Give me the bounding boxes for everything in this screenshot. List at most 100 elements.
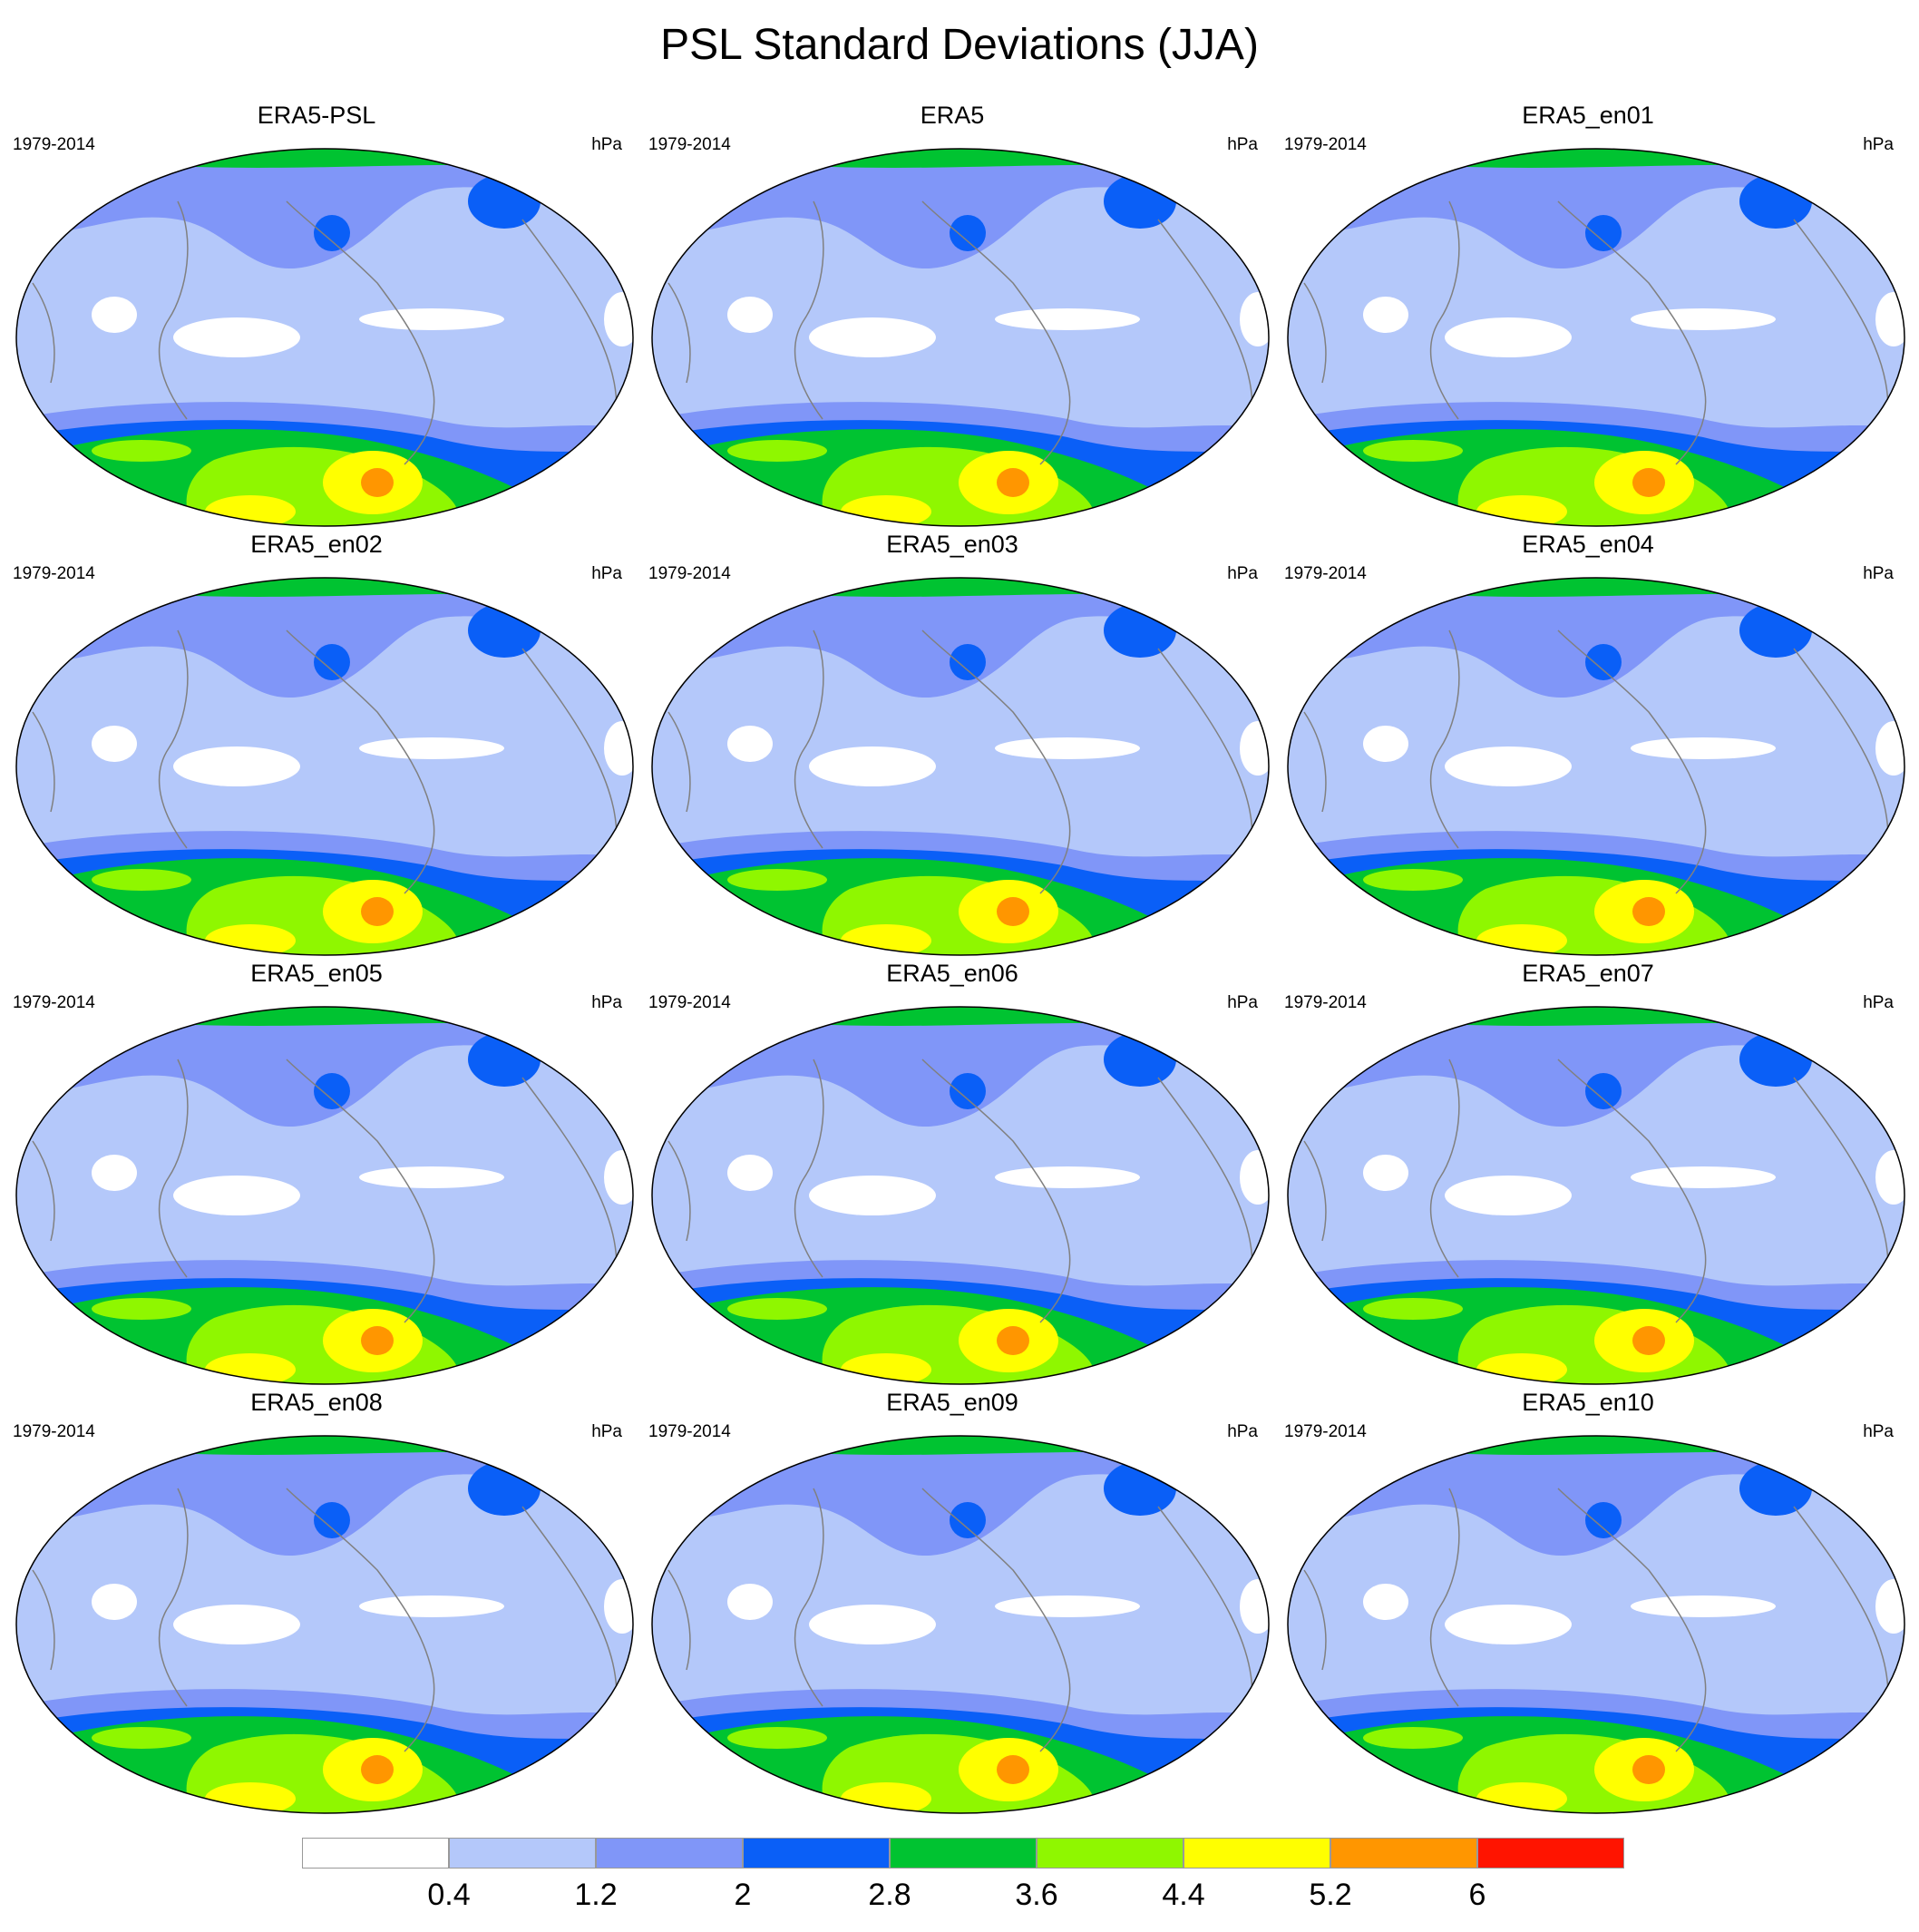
panel-units: hPa: [591, 135, 622, 154]
contour-band-0-0.4: [173, 746, 300, 786]
contour-band-0-0.4: [359, 308, 504, 330]
contour-band-0-0.4: [727, 1155, 773, 1191]
contour-band-0-0.4: [92, 1155, 137, 1191]
panel-title: ERA5_en01: [1522, 102, 1654, 129]
contour-band-2.8-3.6: [1104, 1032, 1176, 1087]
contour-band-5.2-6: [841, 495, 931, 526]
panel-units: hPa: [1863, 993, 1894, 1012]
panel-units: hPa: [1227, 1422, 1258, 1441]
contour-band-2.8-3.6: [950, 644, 986, 680]
panel-title: ERA5_en04: [1522, 531, 1654, 558]
map-panel: ERA5_en08 1979-2014 hPa: [0, 1389, 634, 1814]
map-panel: ERA5_en07 1979-2014 hPa: [1271, 960, 1905, 1385]
contour-band-4.4-5.2: [92, 440, 191, 462]
map: [651, 148, 1270, 527]
panel-period: 1979-2014: [1284, 135, 1367, 154]
contour-band-2.8-3.6: [468, 603, 541, 658]
contour-band-2.8-3.6: [314, 215, 350, 251]
contour-band-0-0.4: [1631, 308, 1776, 330]
contour-band-2.8-3.6: [1104, 1461, 1176, 1516]
panel-period: 1979-2014: [648, 993, 731, 1012]
map-panel: ERA5_en10 1979-2014 hPa: [1271, 1389, 1905, 1814]
contour-band-0-0.4: [1445, 1605, 1572, 1644]
contour-band-2.8-3.6: [1739, 1032, 1812, 1087]
contour-band-0-0.4: [809, 746, 936, 786]
panel-title: ERA5_en03: [886, 531, 1018, 558]
panel-period: 1979-2014: [1284, 1422, 1367, 1441]
panel-units: hPa: [1863, 135, 1894, 154]
panel-title: ERA5-PSL: [257, 102, 376, 129]
map-outline: [15, 148, 634, 527]
contour-band-0-0.4: [995, 1166, 1140, 1188]
contour-band-2.8-3.6: [314, 1502, 350, 1538]
panel-units: hPa: [1227, 993, 1258, 1012]
contour-band-4.4-5.2: [92, 1298, 191, 1320]
contour-band-0-0.4: [359, 737, 504, 759]
contour-band-5.2-6: [205, 495, 296, 526]
contour-band-2-2.8: [16, 1007, 633, 1127]
contour-band-2.8-3.6: [1739, 174, 1812, 229]
map: [15, 1006, 634, 1385]
contour-band-6-plus: [1632, 897, 1665, 926]
contour-band-2-2.8: [652, 578, 1269, 698]
contour-band-5.2-6: [205, 1353, 296, 1384]
contour-band-4.4-5.2: [92, 1727, 191, 1749]
contour-band-4.4-5.2: [1363, 869, 1463, 891]
contour-band-3.6-4.4: [16, 578, 633, 599]
map-outline: [651, 148, 1270, 527]
contour-band-0-0.4: [1363, 1155, 1408, 1191]
contour-band-4.4-5.2: [92, 869, 191, 891]
panel-units: hPa: [591, 1422, 622, 1441]
contour-band-5.2-6: [1476, 495, 1567, 526]
map-panel: ERA5_en01 1979-2014 hPa: [1271, 102, 1905, 527]
contour-band-4.4-5.2: [727, 1727, 827, 1749]
panel-period: 1979-2014: [648, 564, 731, 583]
contour-band-4.4-5.2: [1363, 1298, 1463, 1320]
map-panel: ERA5_en04 1979-2014 hPa: [1271, 531, 1905, 956]
contour-band-3.6-4.4: [16, 1007, 633, 1028]
contour-band-0-0.4: [809, 317, 936, 357]
contour-band-2.8-3.6: [314, 1073, 350, 1109]
map: [15, 577, 634, 956]
contour-band-0-0.4: [1363, 726, 1408, 762]
contour-band-2.8-3.6: [468, 1032, 541, 1087]
panel-units: hPa: [591, 993, 622, 1012]
contour-band-2.8-3.6: [1585, 1502, 1622, 1538]
contour-band-2-2.8: [16, 149, 633, 269]
contour-band-3.6-4.4: [652, 149, 1269, 170]
map: [1287, 148, 1905, 527]
panel-units: hPa: [1227, 564, 1258, 583]
map-panel: ERA5-PSL 1979-2014 hPa: [0, 102, 634, 527]
contour-band-2.8-3.6: [468, 174, 541, 229]
contour-band-3.6-4.4: [652, 1007, 1269, 1028]
contour-band-5.2-6: [841, 924, 931, 955]
map-panel: ERA5_en03 1979-2014 hPa: [636, 531, 1270, 956]
contour-band-6-plus: [361, 897, 394, 926]
panel-title: ERA5_en02: [250, 531, 383, 558]
colorbar-box: [1184, 1838, 1330, 1869]
panel-units: hPa: [1227, 135, 1258, 154]
contour-band-6-plus: [997, 1755, 1029, 1784]
contour-band-0-0.4: [359, 1166, 504, 1188]
map-outline: [1287, 148, 1905, 527]
panel-title: ERA5_en06: [886, 960, 1018, 987]
contour-band-2.8-3.6: [1739, 603, 1812, 658]
contour-band-2.8-3.6: [1585, 1073, 1622, 1109]
map: [15, 1435, 634, 1814]
contour-band-0-0.4: [92, 297, 137, 333]
contour-band-0-0.4: [727, 1584, 773, 1620]
contour-band-0-0.4: [727, 297, 773, 333]
contour-band-3.6-4.4: [1288, 578, 1904, 599]
colorbar-tick-label: 2.8: [868, 1878, 911, 1912]
contour-band-6-plus: [997, 897, 1029, 926]
colorbar-tick-label: 0.4: [427, 1878, 471, 1912]
panel-units: hPa: [1863, 564, 1894, 583]
contour-band-5.2-6: [841, 1782, 931, 1813]
colorbar-box: [302, 1838, 449, 1869]
map-outline: [1287, 1006, 1905, 1385]
map-outline: [15, 1435, 634, 1814]
panel-title: ERA5_en07: [1522, 960, 1654, 987]
colorbar-tick-label: 6: [1468, 1878, 1486, 1912]
map: [1287, 577, 1905, 956]
map: [651, 1006, 1270, 1385]
